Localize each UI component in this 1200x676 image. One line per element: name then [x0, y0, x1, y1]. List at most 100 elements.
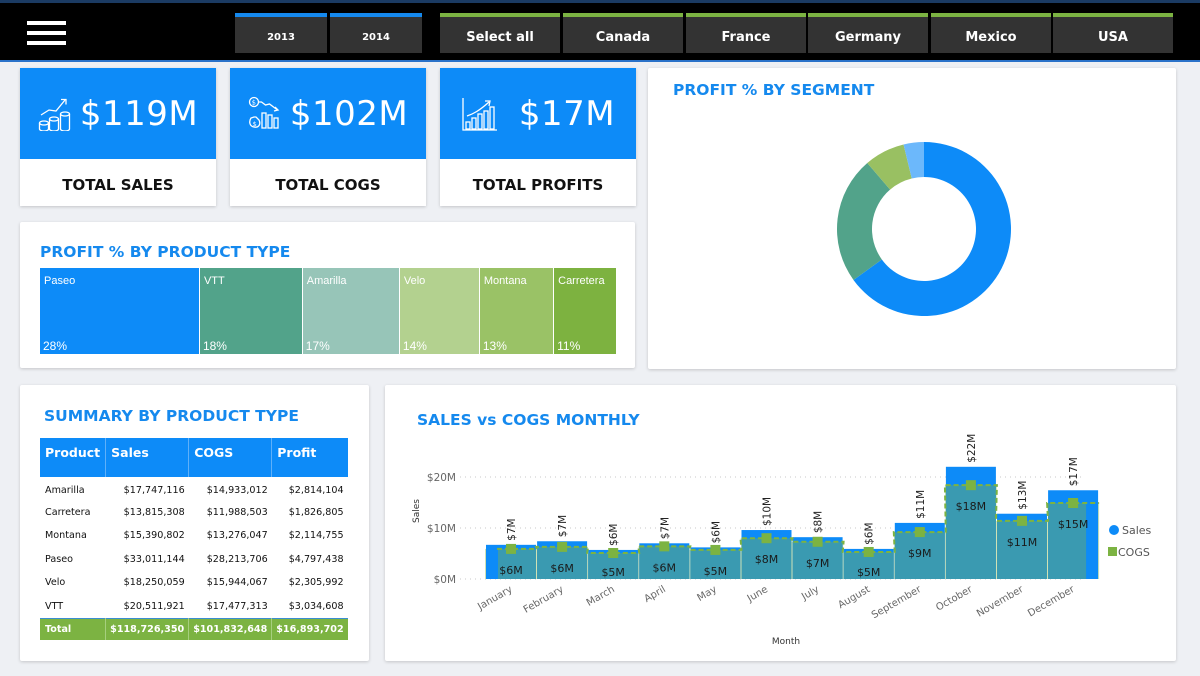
y-tick-label: $20M: [427, 472, 456, 484]
total-sales-label: TOTAL SALES: [62, 175, 174, 194]
treemap-cell-percent: 18%: [202, 339, 227, 353]
table-row[interactable]: Paseo $33,011,144 $28,213,706 $4,797,438: [40, 548, 348, 572]
product-cell: Paseo: [45, 553, 74, 565]
country-slicer-france[interactable]: France: [686, 13, 806, 53]
product-cell: Amarilla: [45, 485, 85, 497]
table-row[interactable]: Velo $18,250,059 $15,944,067 $2,305,992: [40, 571, 348, 595]
y-tick-label: $0M: [434, 574, 456, 586]
country-slicer-usa[interactable]: USA: [1053, 13, 1173, 53]
hamburger-menu-icon[interactable]: [27, 18, 66, 48]
y-axis-label: Sales: [412, 499, 422, 523]
cogs-marker-february[interactable]: [557, 541, 568, 552]
profit-cell: $2,814,104: [288, 485, 344, 497]
year-slicer-2014[interactable]: 2014: [330, 13, 422, 53]
donut-slice-channel-partners[interactable]: [867, 144, 912, 190]
year-slicer-2013[interactable]: 2013: [235, 13, 327, 53]
profit-by-segment-title: PROFIT % BY SEGMENT: [673, 81, 875, 99]
table-row[interactable]: Montana $15,390,802 $13,276,047 $2,114,755: [40, 524, 348, 548]
total-sales-cell: $118,726,350: [105, 617, 190, 640]
cogs-cell: $17,477,313: [206, 600, 268, 612]
country-slicer-select-all[interactable]: Select all: [440, 13, 560, 53]
cogs-cell: $28,213,706: [206, 553, 268, 565]
table-row[interactable]: VTT $20,511,921 $17,477,313 $3,034,608: [40, 595, 348, 619]
x-tick-label: March: [585, 584, 617, 609]
table-header-row: Product Sales COGS Profit: [40, 438, 348, 477]
y-tick-label: $10M: [427, 523, 456, 535]
treemap-cell-name: Montana: [483, 275, 527, 287]
column-header-cogs[interactable]: COGS: [188, 438, 273, 477]
treemap-cell-name: VTT: [203, 275, 225, 287]
cogs-marker-september[interactable]: [914, 527, 925, 538]
profit-by-segment-card: [648, 68, 1176, 369]
table-row[interactable]: Carretera $13,815,308 $11,988,503 $1,826,80…: [40, 501, 348, 525]
cogs-data-label: $5M: [704, 565, 728, 578]
total-cogs-value: $102M: [289, 93, 409, 134]
cogs-marker-january[interactable]: [506, 543, 516, 554]
cogs-marker-june[interactable]: [761, 533, 772, 544]
profit-cell: $4,797,438: [288, 553, 344, 565]
coins-growth-icon: [38, 98, 70, 131]
product-cell: Velo: [45, 577, 66, 589]
x-tick-label: May: [695, 584, 718, 604]
treemap-cell-amarilla[interactable]: Amarilla 17%: [302, 268, 400, 354]
cogs-data-label: $6M: [550, 562, 574, 575]
x-tick-label: July: [799, 584, 821, 603]
treemap-cell-montana[interactable]: Montana 13%: [479, 268, 555, 354]
summary-by-product-type-title: SUMMARY BY PRODUCT TYPE: [44, 407, 299, 425]
summary-by-product-type-card: [20, 385, 369, 661]
total-sales-value: $119M: [79, 93, 199, 134]
legend-cogs-label[interactable]: COGS: [1118, 546, 1150, 559]
x-tick-label: December: [1026, 584, 1077, 620]
cogs-data-label: $9M: [908, 547, 932, 560]
legend-sales-marker: [1109, 525, 1119, 535]
table-total-row: Total $118,726,350 $101,832,648 $16,893,702: [40, 617, 348, 640]
legend-sales-label[interactable]: Sales: [1122, 524, 1152, 537]
treemap-cell-percent: 13%: [482, 339, 507, 353]
country-slicer-canada[interactable]: Canada: [563, 13, 683, 53]
table-row[interactable]: Amarilla $17,747,116 $14,933,012 $2,814,104: [40, 477, 348, 501]
cogs-marker-december[interactable]: [1068, 498, 1079, 509]
cogs-marker-november[interactable]: [1017, 515, 1027, 526]
svg-text:$: $: [252, 98, 256, 106]
bar-chart-growth-icon: [462, 97, 497, 131]
column-header-product[interactable]: Product: [40, 438, 107, 477]
profit-cell: $1,826,805: [288, 506, 344, 518]
x-axis-label: Month: [772, 637, 800, 647]
cogs-data-label: $5M: [857, 566, 881, 579]
treemap-cell-vtt[interactable]: VTT 18%: [199, 268, 303, 354]
treemap-cell-percent: 14%: [402, 339, 427, 353]
sales-data-label: $22M: [966, 434, 978, 463]
legend-cogs-marker: [1108, 547, 1117, 556]
treemap-cell-carretera[interactable]: Carretera 11%: [554, 268, 617, 354]
cogs-marker-october[interactable]: [965, 480, 976, 491]
profit-by-product-type-title: PROFIT % BY PRODUCT TYPE: [40, 243, 291, 261]
cogs-cell: $15,944,067: [206, 577, 268, 589]
cogs-cell: $14,933,012: [206, 485, 268, 497]
sales-vs-cogs-title: SALES vs COGS MONTHLY: [417, 411, 640, 429]
treemap-cell-paseo[interactable]: Paseo 28%: [40, 268, 200, 354]
cogs-cell: $11,988,503: [206, 506, 268, 518]
product-cell: Montana: [45, 530, 87, 542]
treemap-cell-velo[interactable]: Velo 14%: [399, 268, 480, 354]
sales-cell: $15,390,802: [123, 530, 185, 542]
country-slicer-germany[interactable]: Germany: [808, 13, 928, 53]
cogs-data-label: $15M: [1058, 518, 1089, 531]
sales-cell: $17,747,116: [123, 485, 185, 497]
cogs-marker-august[interactable]: [863, 546, 874, 557]
cogs-marker-april[interactable]: [659, 541, 670, 552]
donut-slice-other[interactable]: [903, 142, 924, 179]
country-slicer-mexico[interactable]: Mexico: [931, 13, 1051, 53]
total-profits-label: TOTAL PROFITS: [472, 175, 604, 194]
kpi-card-total-cogs: $ $ $102M TOTAL COGS: [230, 68, 426, 206]
sales-data-label: $6M: [608, 524, 620, 546]
column-header-profit[interactable]: Profit: [271, 438, 348, 477]
cogs-marker-march[interactable]: [608, 547, 619, 558]
cogs-data-label: $5M: [601, 566, 625, 579]
column-header-sales[interactable]: Sales: [105, 438, 190, 477]
treemap-cell-name: Amarilla: [306, 275, 347, 287]
cogs-marker-july[interactable]: [812, 536, 823, 547]
x-tick-label: June: [745, 584, 770, 605]
donut-slice-small-business[interactable]: [837, 163, 891, 280]
cogs-marker-may[interactable]: [710, 544, 721, 555]
donut-slice-government[interactable]: [853, 142, 1011, 316]
